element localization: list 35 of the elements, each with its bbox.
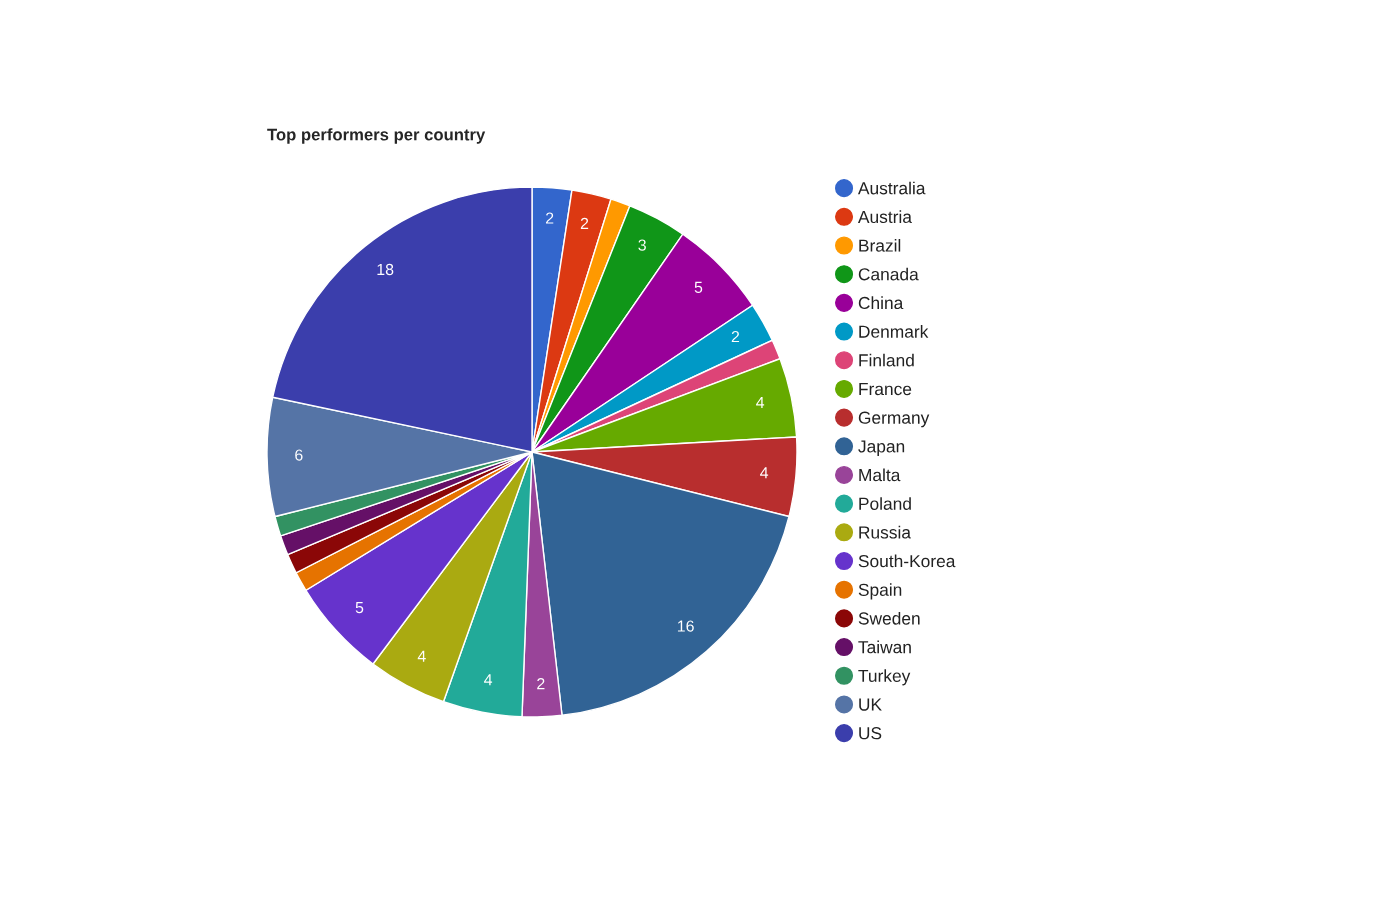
legend-label: South-Korea: [858, 554, 956, 568]
data-label: 2: [537, 678, 545, 690]
legend-label: Austria: [857, 210, 912, 224]
data-label: 4: [484, 674, 493, 686]
legend-label: Taiwan: [858, 640, 911, 654]
legend-label: Poland: [859, 497, 911, 510]
data-label: 3: [638, 239, 646, 251]
legend-label: Brazil: [859, 238, 901, 252]
legend-label: Canada: [858, 267, 919, 281]
legend-label: China: [858, 296, 904, 310]
legend-label: US: [859, 727, 882, 740]
legend-label: France: [859, 383, 912, 396]
legend-label: Finland: [859, 353, 914, 367]
legend-label: Australia: [857, 181, 926, 195]
data-label: 4: [756, 396, 765, 408]
legend-label: Spain: [858, 583, 902, 600]
data-label: 2: [731, 330, 740, 343]
legend-label: Denmark: [859, 325, 929, 338]
legend-label: UK: [859, 698, 882, 711]
data-label: 5: [694, 281, 703, 293]
data-label: 4: [417, 650, 426, 662]
legend-label: Russia: [859, 525, 911, 539]
data-label: 5: [355, 602, 364, 614]
data-label: 6: [295, 449, 303, 461]
legend-label: Japan: [858, 440, 905, 456]
legend-label: Germany: [858, 411, 930, 428]
legend-label: Malta: [859, 468, 901, 482]
data-label: 16: [677, 620, 694, 632]
legend-label: Sweden: [858, 611, 920, 625]
data-label: 18: [377, 263, 394, 276]
chart-title: Top performers per country: [267, 128, 486, 144]
data-label: 4: [760, 467, 769, 479]
legend-label: Turkey: [858, 669, 911, 686]
data-label: 2: [580, 217, 589, 229]
data-label: 2: [546, 212, 554, 224]
